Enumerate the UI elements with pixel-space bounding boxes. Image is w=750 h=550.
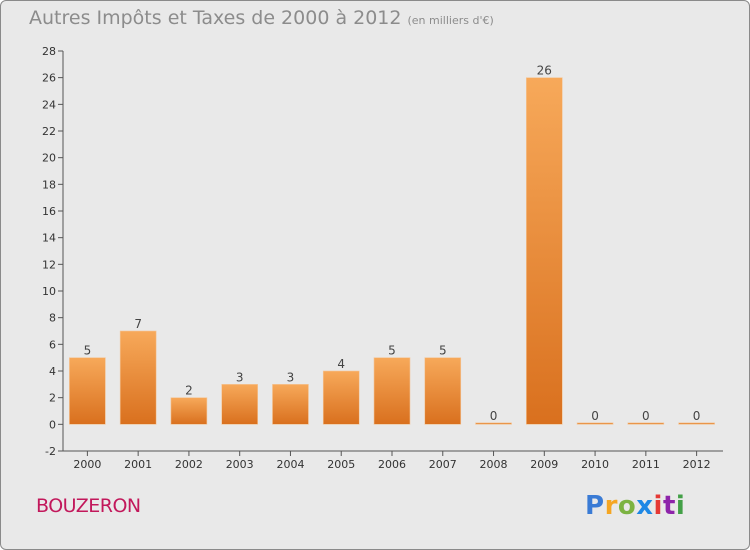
y-tick-label: 16 [42,205,56,218]
chart-unit: (en milliers d'€) [407,14,494,27]
bar-value-label: 4 [337,357,345,371]
y-tick-label: 22 [42,125,56,138]
chart-bars: 5 7 2 3 3 4 5 5 0 26 0 0 0 [69,64,715,425]
y-tick-label: -2 [45,445,56,458]
bar-value-label: 0 [591,409,599,423]
bar-value-label: 26 [537,64,552,78]
x-tick-label: 2000 [73,458,101,471]
y-tick-label: 28 [42,45,56,58]
y-tick-label: 0 [49,418,56,431]
bar [373,357,411,425]
bar [221,384,258,425]
bar [69,357,106,425]
bar [272,384,309,425]
x-tick-label: 2009 [530,458,558,471]
y-tick-label: 8 [49,312,56,325]
bar [627,422,665,425]
chart-title: Autres Impôts et Taxes de 2000 à 2012 (en… [29,7,494,29]
bar-value-label: 0 [490,409,498,423]
bar [678,422,715,425]
y-tick-label: 10 [42,285,56,298]
y-tick-label: 2 [49,392,56,405]
bar-value-label: 5 [388,344,396,358]
bar-value-label: 2 [185,384,193,398]
bar-value-label: 0 [642,409,650,423]
proxiti-logo: Proxiti [585,491,686,521]
y-tick-label: 20 [42,152,56,165]
bar [424,357,462,425]
x-tick-label: 2003 [226,458,254,471]
bar-value-label: 7 [134,317,142,331]
commune-name: BOUZERON [36,495,141,517]
bar [119,330,157,425]
x-tick-label: 2006 [378,458,406,471]
bar-value-label: 3 [287,370,295,384]
y-tick-label: 14 [42,232,56,245]
y-tick-label: 24 [42,98,56,111]
y-tick-label: 18 [42,178,56,191]
chart-title-text: Autres Impôts et Taxes de 2000 à 2012 [29,7,402,29]
x-tick-label: 2004 [276,458,304,471]
x-tick-label: 2002 [175,458,203,471]
x-tick-label: 2007 [429,458,457,471]
bar [526,77,563,425]
x-tick-label: 2005 [327,458,355,471]
bar-value-label: 3 [236,370,244,384]
bar [475,422,512,425]
x-tick-label: 2010 [581,458,609,471]
y-tick-label: 6 [49,338,56,351]
x-tick-label: 2012 [683,458,711,471]
y-tick-label: 26 [42,72,56,85]
bar-value-label: 0 [693,409,701,423]
bar-value-label: 5 [84,344,92,358]
bar [322,370,360,425]
bar [576,422,614,425]
bar [170,397,208,425]
x-tick-label: 2001 [124,458,152,471]
x-tick-label: 2011 [632,458,660,471]
y-tick-label: 12 [42,258,56,271]
x-tick-label: 2008 [480,458,508,471]
bar-value-label: 5 [439,344,447,358]
y-tick-label: 4 [49,365,56,378]
